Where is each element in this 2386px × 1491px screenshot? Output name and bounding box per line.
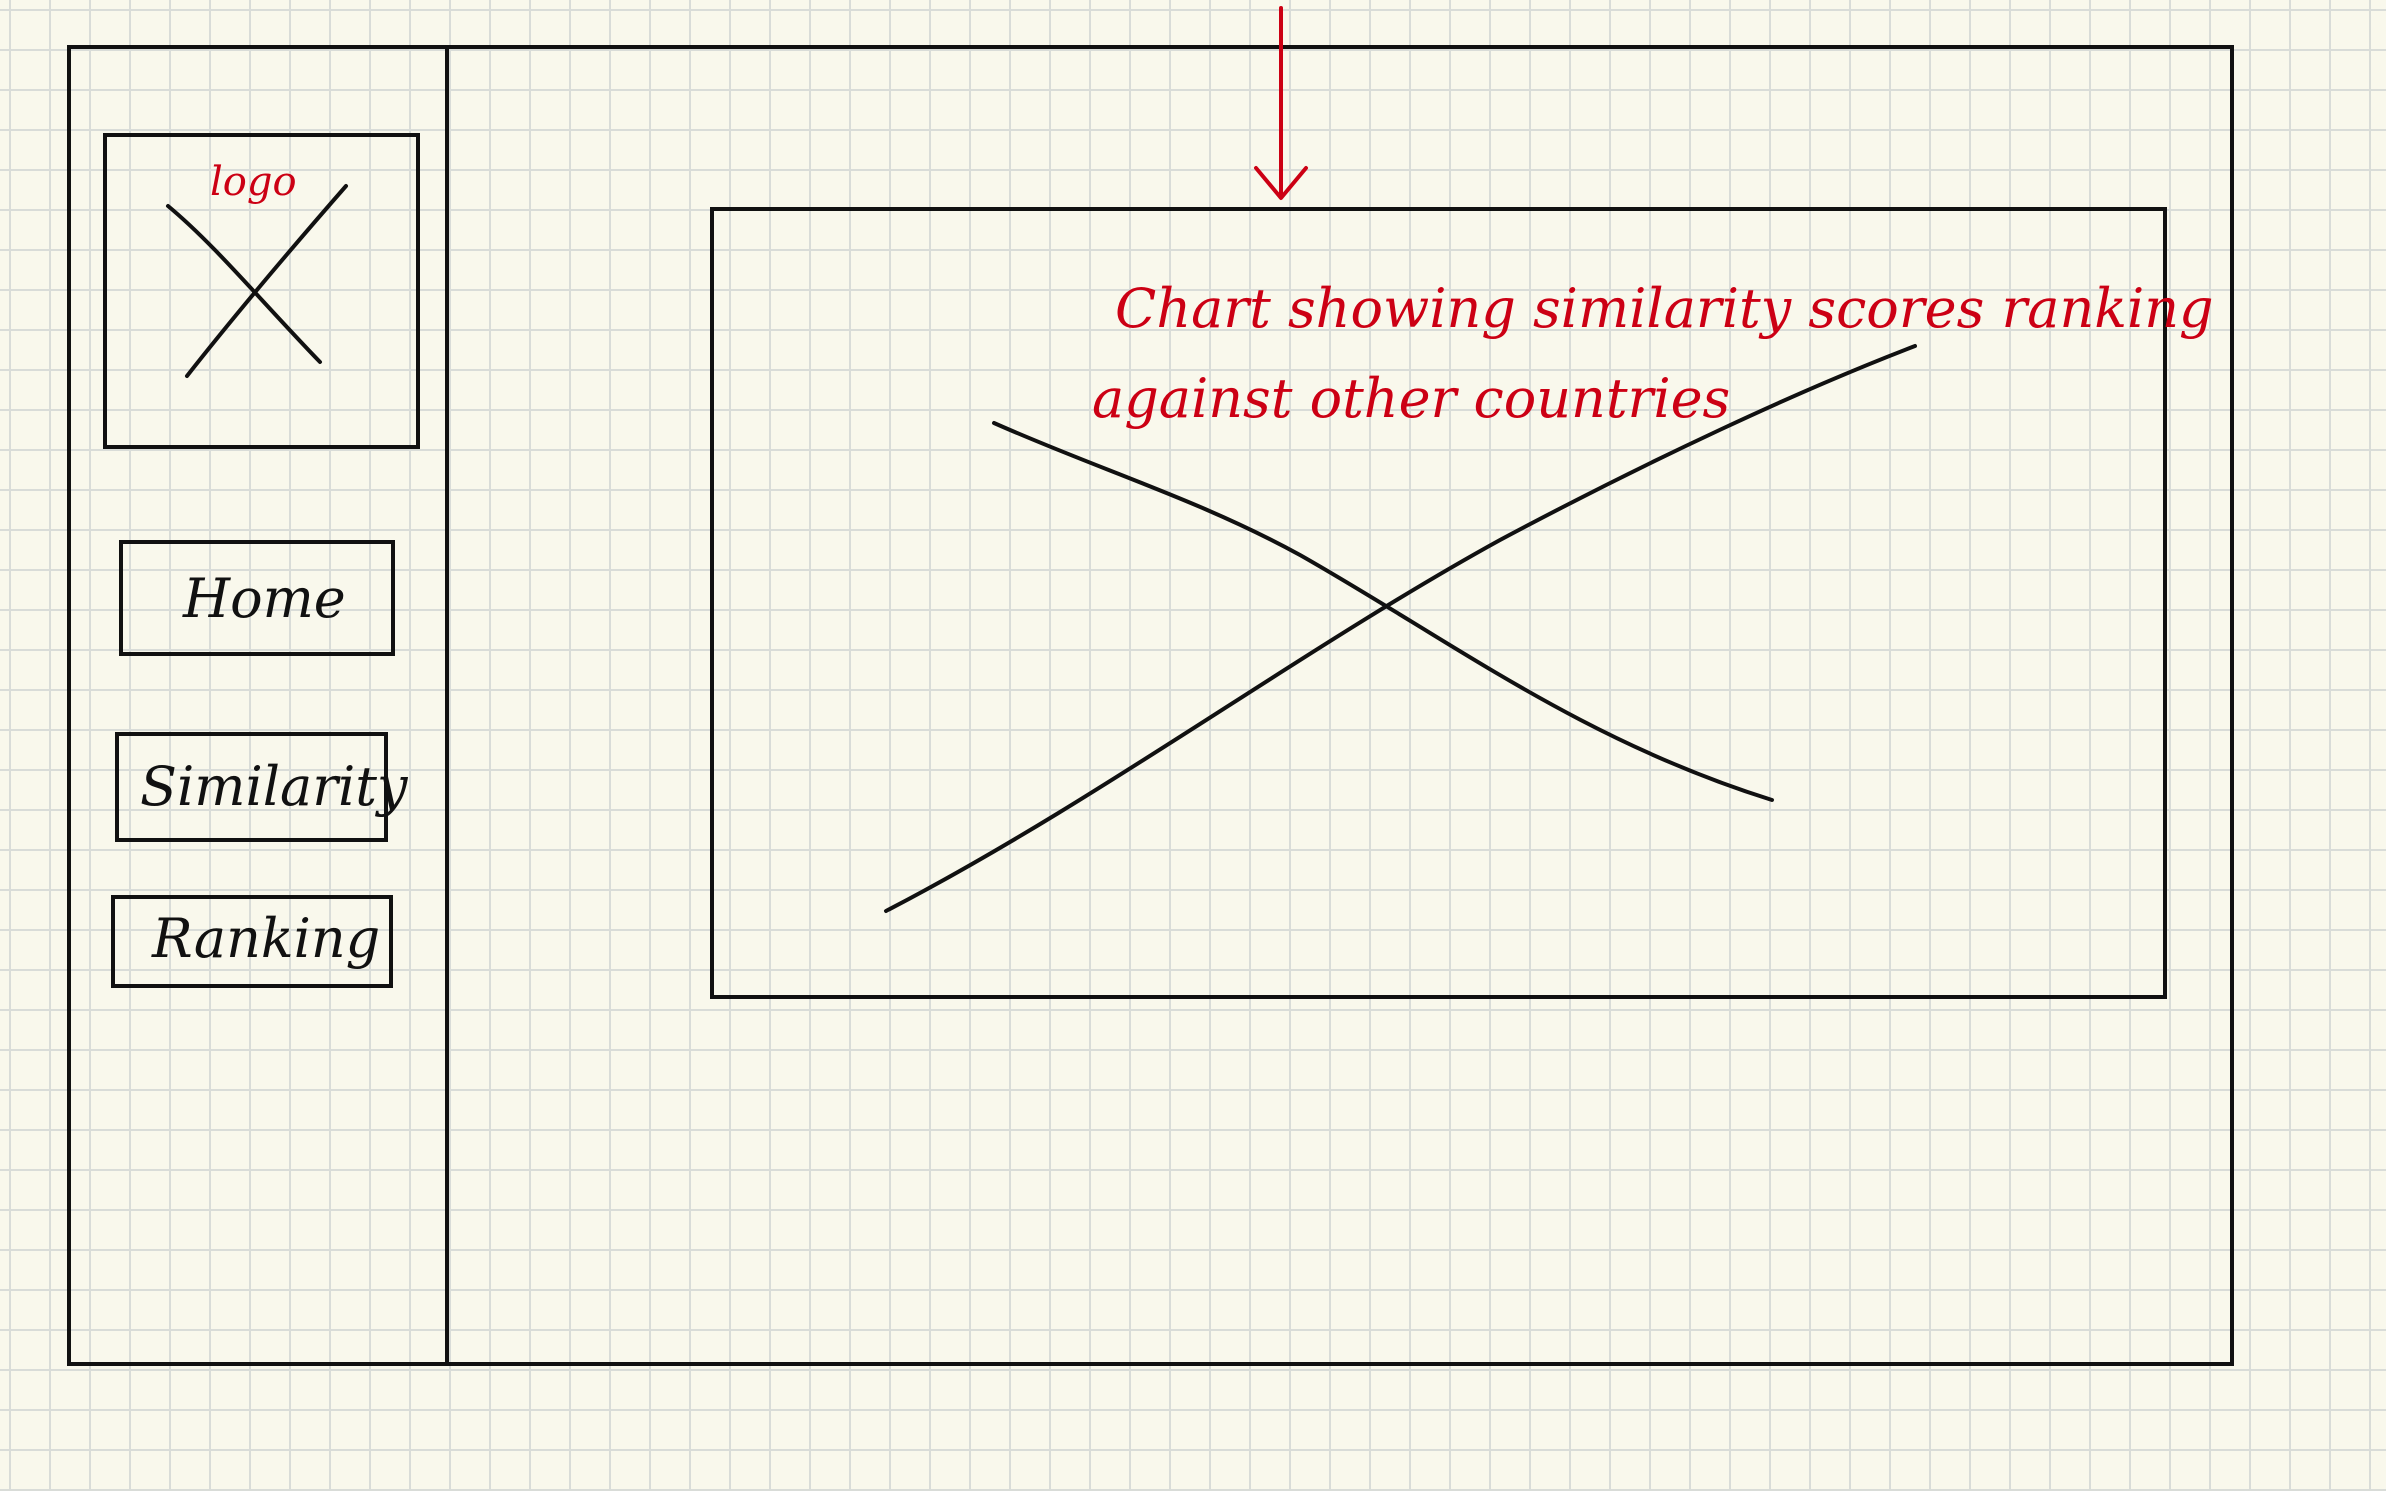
chart-placeholder	[710, 207, 2167, 999]
arrow-head-icon	[1254, 166, 1308, 200]
nav-ranking-label: Ranking	[152, 907, 381, 970]
logo-label: logo	[210, 159, 297, 205]
chart-cross-stroke-1	[992, 421, 1774, 802]
logo-placeholder	[103, 133, 420, 449]
nav-home-button[interactable]	[119, 540, 395, 656]
chart-annotation-line-1: Chart showing similarity scores ranking	[1115, 277, 2214, 340]
logo-cross-stroke-2	[185, 184, 348, 378]
sidebar-divider	[445, 45, 449, 1366]
nav-ranking-button[interactable]	[111, 895, 393, 988]
logo-cross-stroke-1	[166, 204, 322, 364]
app-frame	[67, 45, 2234, 1366]
nav-home-label: Home	[183, 567, 346, 630]
nav-similarity-label: Similarity	[140, 755, 408, 818]
nav-similarity-button[interactable]	[115, 732, 388, 842]
chart-annotation-line-2: against other countries	[1092, 367, 1731, 430]
chart-cross-stroke-2	[884, 344, 1917, 913]
